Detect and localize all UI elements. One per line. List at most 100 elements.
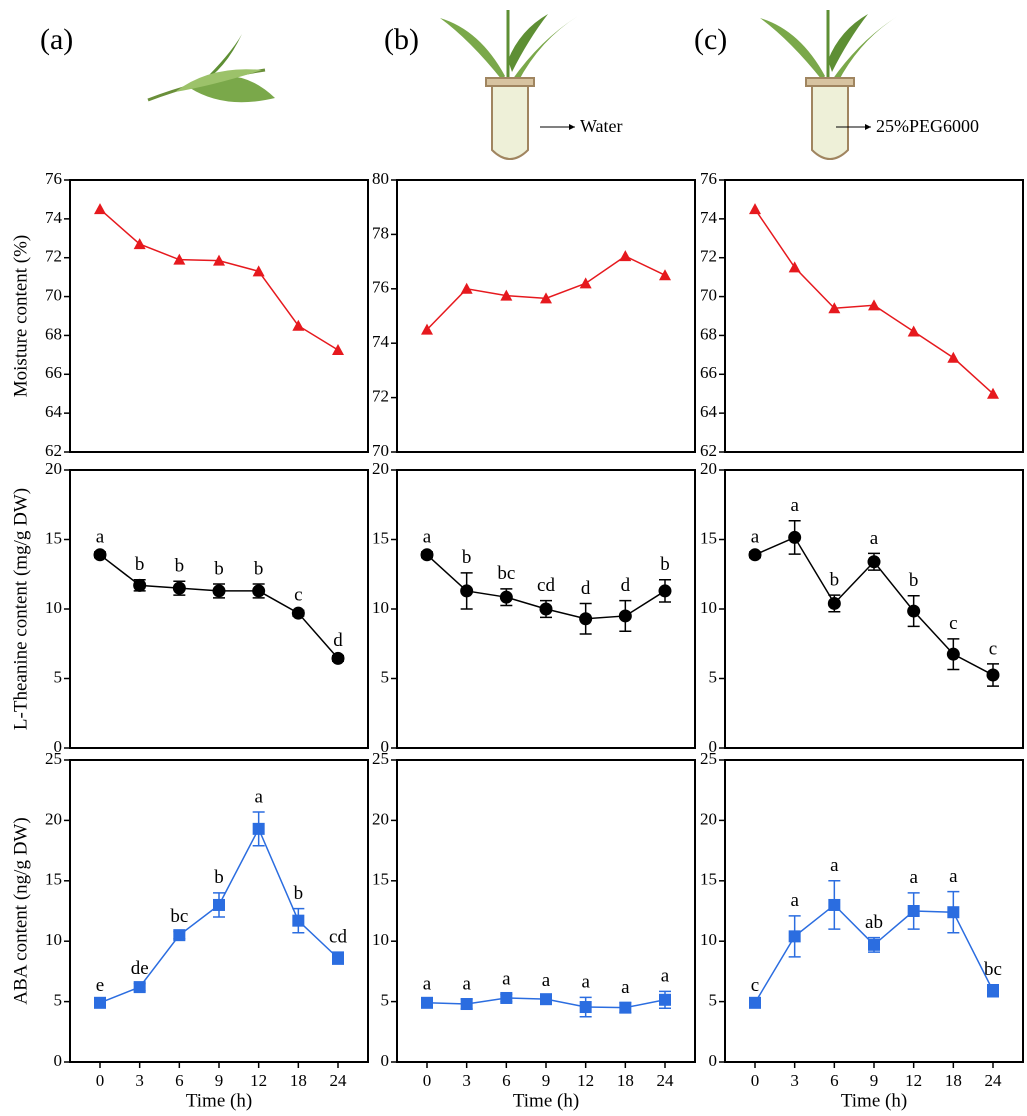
marker xyxy=(579,277,592,289)
y-tick-label: 0 xyxy=(381,737,390,756)
y-tick-label: 20 xyxy=(45,809,62,828)
y-tick-label: 20 xyxy=(45,459,62,478)
x-tick-label: 6 xyxy=(175,1071,184,1090)
significance-letter: ab xyxy=(865,912,883,933)
y-tick-label: 74 xyxy=(700,208,718,227)
y-tick-label: 0 xyxy=(709,737,718,756)
x-axis-label: Time (h) xyxy=(513,1090,579,1111)
significance-letter: a xyxy=(751,526,760,547)
marker xyxy=(332,952,344,965)
y-tick-label: 15 xyxy=(45,528,62,547)
y-tick-label: 0 xyxy=(381,1051,390,1070)
marker xyxy=(868,938,880,951)
x-tick-label: 3 xyxy=(790,1071,799,1090)
marker xyxy=(133,238,146,250)
marker xyxy=(291,606,305,620)
marker xyxy=(788,261,801,273)
significance-letter: a xyxy=(621,977,630,998)
x-tick-label: 18 xyxy=(617,1071,634,1090)
marker xyxy=(460,998,473,1011)
marker xyxy=(460,584,474,598)
marker xyxy=(907,604,921,618)
y-tick-label: 10 xyxy=(45,598,62,617)
y-tick-label: 62 xyxy=(45,441,62,460)
marker xyxy=(579,1001,592,1014)
significance-letter: d xyxy=(621,575,631,596)
y-tick-label: 78 xyxy=(372,223,389,242)
marker xyxy=(252,265,265,277)
significance-letter: c xyxy=(989,638,997,659)
significance-letter: b xyxy=(214,867,224,888)
y-axis-label: Moisture content (%) xyxy=(10,235,31,398)
significance-letter: cd xyxy=(537,575,555,596)
significance-letter: c xyxy=(949,613,957,634)
y-tick-label: 10 xyxy=(372,598,389,617)
significance-letter: b xyxy=(175,556,185,577)
marker xyxy=(213,254,225,266)
marker xyxy=(252,584,266,598)
significance-letter: a xyxy=(830,855,839,876)
significance-letter: a xyxy=(254,786,263,807)
marker xyxy=(540,993,552,1006)
significance-letter: a xyxy=(502,969,511,990)
x-tick-label: 0 xyxy=(751,1071,760,1090)
marker xyxy=(907,325,920,337)
plot-frame xyxy=(69,179,369,453)
y-tick-label: 72 xyxy=(700,247,717,266)
significance-letter: d xyxy=(581,578,591,599)
significance-letter: a xyxy=(790,495,799,516)
significance-letter: b xyxy=(830,569,840,590)
marker xyxy=(619,1001,632,1014)
y-tick-label: 20 xyxy=(700,459,717,478)
marker xyxy=(94,203,106,215)
y-tick-label: 68 xyxy=(700,324,717,343)
marker xyxy=(947,906,960,919)
marker xyxy=(788,530,802,544)
marker xyxy=(460,282,473,294)
marker xyxy=(749,996,761,1009)
y-tick-label: 70 xyxy=(700,285,717,304)
significance-letter: b xyxy=(254,558,264,579)
marker xyxy=(213,898,225,911)
marker xyxy=(421,323,433,335)
y-tick-label: 76 xyxy=(372,278,389,297)
marker xyxy=(173,253,186,265)
significance-letter: b xyxy=(135,554,145,575)
significance-letter: bc xyxy=(497,563,515,584)
y-tick-label: 72 xyxy=(45,247,62,266)
y-tick-label: 20 xyxy=(700,809,717,828)
y-tick-label: 80 xyxy=(372,169,389,188)
x-tick-label: 6 xyxy=(502,1071,511,1090)
marker xyxy=(212,584,226,598)
marker xyxy=(658,584,672,598)
y-tick-label: 64 xyxy=(700,402,718,421)
marker xyxy=(828,898,841,911)
significance-letter: cd xyxy=(329,926,347,947)
marker xyxy=(579,612,593,626)
x-tick-label: 3 xyxy=(462,1071,471,1090)
y-tick-label: 25 xyxy=(45,749,62,768)
x-axis-label: Time (h) xyxy=(841,1090,907,1111)
significance-letter: a xyxy=(542,970,551,991)
y-tick-label: 5 xyxy=(381,667,390,686)
marker xyxy=(172,581,186,595)
significance-letter: b xyxy=(294,883,304,904)
y-tick-label: 76 xyxy=(45,169,62,188)
x-tick-label: 18 xyxy=(290,1071,307,1090)
significance-letter: b xyxy=(214,558,224,579)
x-tick-label: 9 xyxy=(542,1071,551,1090)
marker xyxy=(94,996,106,1009)
marker xyxy=(500,991,513,1004)
y-tick-label: 20 xyxy=(372,809,389,828)
marker xyxy=(292,914,305,927)
significance-letter: c xyxy=(751,975,759,996)
significance-letter: a xyxy=(949,866,958,887)
treatment-label: Water xyxy=(580,116,623,136)
significance-letter: a xyxy=(581,972,590,993)
plot-frame xyxy=(724,469,1024,749)
significance-letter: e xyxy=(96,975,104,996)
y-tick-label: 66 xyxy=(700,363,717,382)
marker xyxy=(540,292,552,304)
y-tick-label: 5 xyxy=(381,991,390,1010)
significance-letter: a xyxy=(790,890,799,911)
